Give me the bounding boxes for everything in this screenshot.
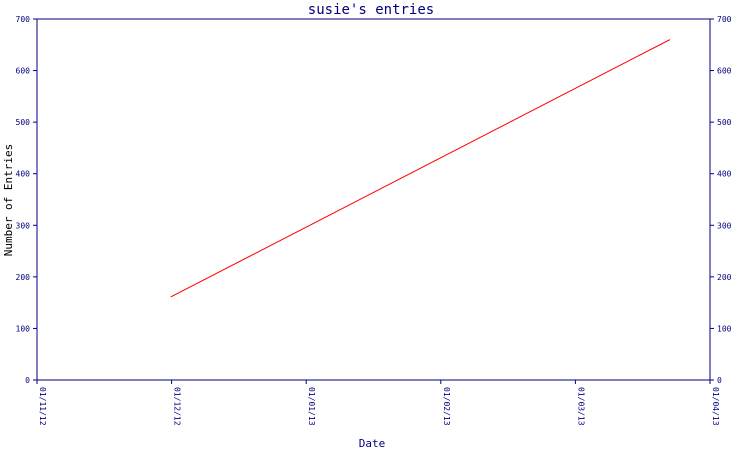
y-axis-left-ticks: 0 100 200 300 400 500 600 700 xyxy=(16,15,37,385)
y-tick-label-right: 200 xyxy=(717,273,732,282)
x-axis-label: Date xyxy=(359,437,386,450)
x-tick-label: 01/02/13 xyxy=(442,387,451,426)
x-tick-label: 01/04/13 xyxy=(711,387,720,426)
x-tick-label: 01/01/13 xyxy=(307,387,316,426)
y-axis-right-ticks: 0 100 200 300 400 500 600 700 xyxy=(710,15,732,385)
series-layer xyxy=(170,39,671,298)
x-tick-label: 01/11/12 xyxy=(38,387,47,426)
y-tick-label-right: 100 xyxy=(717,324,732,333)
y-tick-label-left: 100 xyxy=(16,324,31,333)
y-tick-label-left: 400 xyxy=(16,170,31,179)
y-tick-label-right: 600 xyxy=(717,67,732,76)
x-tick-label: 01/12/12 xyxy=(173,387,182,426)
y-tick-label-right: 400 xyxy=(717,170,732,179)
x-tick-label: 01/03/13 xyxy=(576,387,585,426)
y-tick-label-left: 300 xyxy=(16,221,31,230)
series-line xyxy=(170,39,671,298)
y-axis-label: Number of Entries xyxy=(2,144,15,257)
y-tick-label-left: 700 xyxy=(16,15,31,24)
x-axis-ticks: 01/11/12 01/12/12 01/01/13 01/02/13 01/03/13… xyxy=(36,380,720,426)
y-tick-label-right: 500 xyxy=(717,118,732,127)
plot-frame xyxy=(36,18,711,381)
y-tick-label-left: 600 xyxy=(16,67,31,76)
y-tick-label-left: 0 xyxy=(25,376,30,385)
y-tick-label-right: 300 xyxy=(717,221,732,230)
y-tick-label-left: 500 xyxy=(16,118,31,127)
plot-area xyxy=(36,18,711,381)
y-tick-label-right: 0 xyxy=(717,376,722,385)
y-tick-label-left: 200 xyxy=(16,273,31,282)
y-tick-label-right: 700 xyxy=(717,15,732,24)
chart-title: susie's entries xyxy=(308,2,434,18)
